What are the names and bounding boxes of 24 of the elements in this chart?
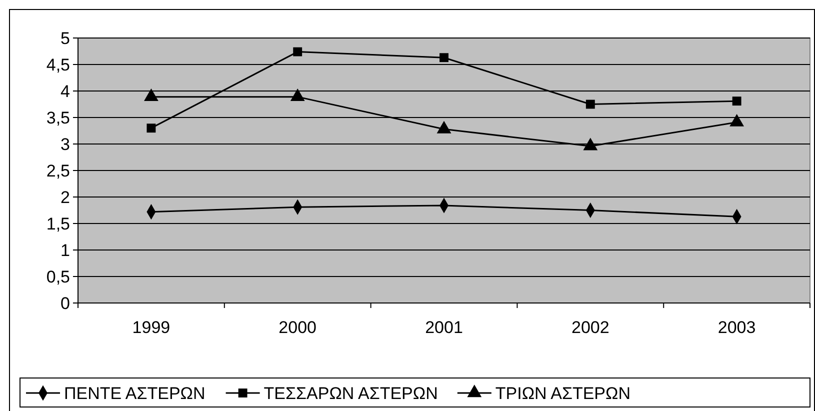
point <box>732 96 742 106</box>
y-tick-label: 4,5 <box>46 55 70 74</box>
point <box>440 53 448 62</box>
y-tick-label: 1,5 <box>46 214 70 234</box>
legend-label: ΤΕΣΣΑΡΩΝ ΑΣΤΕΡΩΝ <box>264 384 438 403</box>
legend-label: ΤΡΙΩΝ ΑΣΤΕΡΩΝ <box>495 384 631 403</box>
y-tick-label: 0 <box>60 294 70 313</box>
point <box>586 100 595 109</box>
x-tick-label: 2002 <box>571 318 610 337</box>
y-tick-label: 4 <box>60 82 70 101</box>
x-tick-label: 1999 <box>132 318 170 337</box>
y-tick-label: 2 <box>60 188 70 207</box>
y-tick-label: 5 <box>60 28 70 48</box>
y-tick-label: 3,5 <box>46 108 70 128</box>
y-tick-label: 3 <box>60 134 70 154</box>
x-tick-label: 2000 <box>278 318 317 337</box>
y-tick-label: 0,5 <box>46 267 70 286</box>
x-tick-label: 2001 <box>425 318 463 337</box>
point <box>293 47 302 56</box>
point <box>146 124 156 133</box>
y-tick-label: 2,5 <box>46 161 70 180</box>
x-tick-label: 2003 <box>718 318 756 337</box>
legend-label: ΠΕΝΤΕ ΑΣΤΕΡΩΝ <box>64 384 206 403</box>
y-tick-label: 1 <box>60 240 70 260</box>
